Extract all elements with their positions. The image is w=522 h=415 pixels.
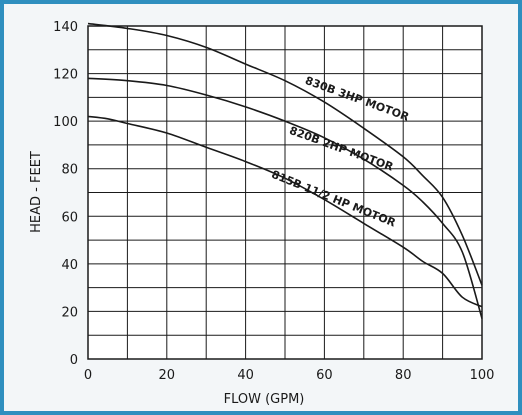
curves	[87, 22, 483, 319]
y-tick-label: 100	[53, 115, 78, 130]
x-tick-label: 60	[316, 368, 333, 383]
x-tick-label: 100	[470, 368, 495, 383]
y-tick-label: 80	[61, 163, 78, 178]
y-tick-label: 40	[61, 258, 78, 273]
y-tick-label: 140	[53, 20, 78, 35]
y-axis-label: HEAD - FEET	[29, 151, 44, 233]
x-tick-label: 0	[84, 368, 92, 383]
curve-line-2	[87, 77, 483, 319]
x-axis-label: FLOW (GPM)	[224, 392, 305, 407]
y-tick-label: 120	[53, 68, 78, 83]
y-tick-label: 60	[61, 210, 78, 225]
grid	[88, 26, 482, 359]
x-tick-labels: 0 20 40 60 80 100	[84, 368, 495, 383]
y-tick-labels: 0 20 40 60 80 100 120 140	[53, 20, 78, 368]
x-tick-label: 80	[395, 368, 412, 383]
y-tick-label: 20	[61, 305, 78, 320]
x-tick-label: 40	[237, 368, 254, 383]
curve-line-1	[87, 22, 483, 286]
y-tick-label: 0	[70, 353, 78, 368]
x-tick-label: 20	[159, 368, 176, 383]
curve-line-3	[87, 115, 483, 308]
